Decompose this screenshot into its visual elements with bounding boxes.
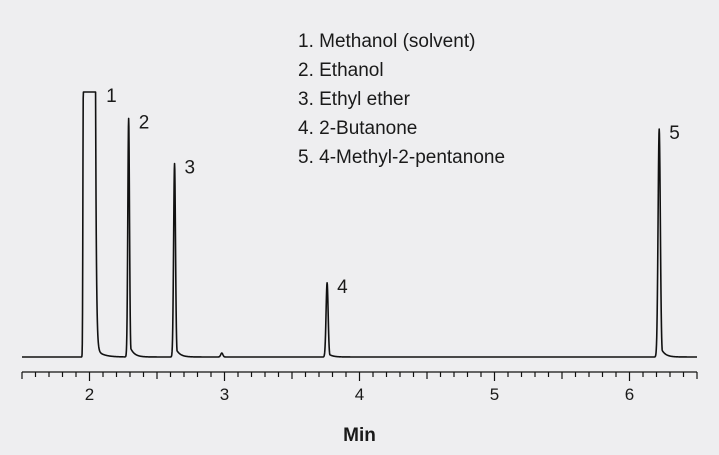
peak-label-1: 1	[106, 86, 117, 107]
x-tick-label: 3	[220, 385, 229, 404]
peak-labels: 1 2 3 4 5	[106, 86, 680, 298]
legend-entry: 1. Methanol (solvent)	[298, 31, 475, 52]
x-tick-label: 2	[85, 385, 94, 404]
x-tick-label: 4	[355, 385, 364, 404]
x-tick-label: 5	[490, 385, 499, 404]
legend-entry: 5. 4-Methyl-2-pentanone	[298, 147, 505, 168]
chromatogram-trace	[21, 91, 698, 358]
x-axis-label: Min	[343, 425, 376, 446]
peak-label-3: 3	[185, 158, 196, 179]
peak-label-2: 2	[139, 113, 150, 134]
x-tick-label: 6	[625, 385, 634, 404]
legend-entry: 3. Ethyl ether	[298, 89, 411, 110]
legend: 1. Methanol (solvent) 2. Ethanol 3. Ethyl …	[298, 31, 505, 168]
legend-entry: 2. Ethanol	[298, 60, 384, 81]
peak-label-5: 5	[669, 123, 680, 144]
peak-label-4: 4	[337, 277, 348, 298]
x-axis-ticks: 2 3 4 5 6	[21, 372, 698, 404]
legend-entry: 4. 2-Butanone	[298, 118, 417, 139]
